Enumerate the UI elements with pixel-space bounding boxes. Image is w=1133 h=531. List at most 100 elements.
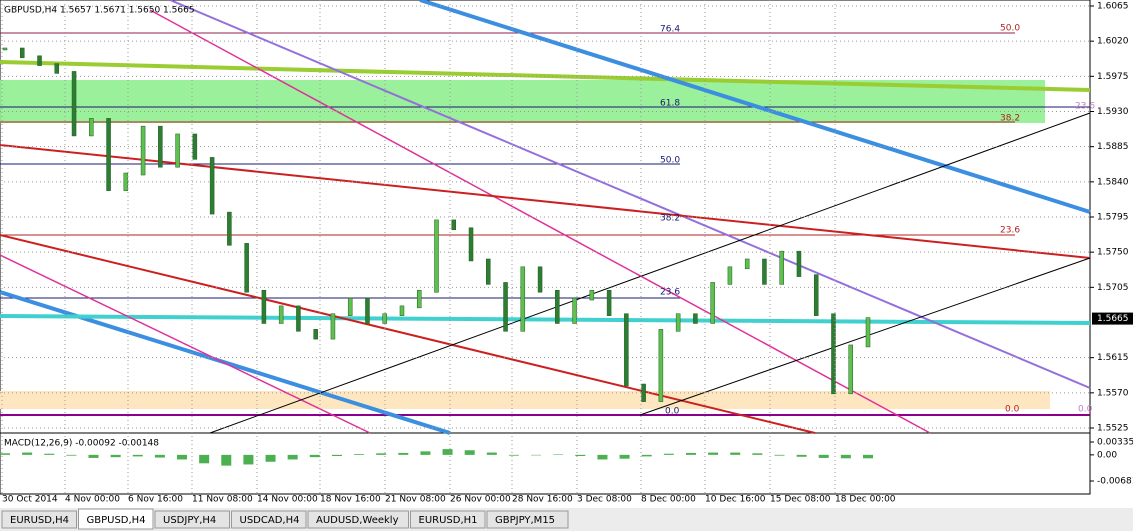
candle xyxy=(520,266,526,332)
price-label: 1.5930 xyxy=(1097,107,1129,117)
candle xyxy=(158,125,163,168)
macd-bar xyxy=(287,454,298,460)
candle xyxy=(779,250,784,285)
candle xyxy=(192,133,198,160)
candle xyxy=(658,329,664,402)
fib-label: 50.0 xyxy=(1000,24,1020,34)
candle xyxy=(624,313,629,387)
tab[interactable] xyxy=(78,508,154,530)
macd-bar xyxy=(531,454,542,456)
macd-bar xyxy=(663,453,674,455)
tab-label[interactable]: EURUSD,H4 xyxy=(10,515,69,526)
macd-bar xyxy=(132,454,143,457)
candle xyxy=(347,297,353,316)
candle xyxy=(416,289,422,309)
fib-label: 61.8 xyxy=(660,99,680,109)
tab-label[interactable]: USDJPY,H4 xyxy=(163,515,216,526)
candle xyxy=(37,55,42,66)
price-label: 1.5750 xyxy=(1097,248,1129,258)
fib-label: 23.6 xyxy=(1000,226,1020,236)
price-label: 1.5975 xyxy=(1097,72,1129,82)
macd-bar xyxy=(863,454,873,459)
time-label: 10 Dec 16:00 xyxy=(705,495,766,505)
drawings xyxy=(0,0,1091,435)
price-label: 1.5885 xyxy=(1097,142,1129,152)
macd-bar xyxy=(619,454,630,459)
macd-bar xyxy=(752,453,763,455)
price-label: 1.6065 xyxy=(1097,2,1129,12)
macd-bar xyxy=(641,454,652,457)
candle xyxy=(244,243,249,293)
tab[interactable] xyxy=(154,510,230,529)
macd-bar xyxy=(221,454,232,466)
tab-label[interactable]: EURUSD,H1 xyxy=(419,515,478,526)
macd-bar xyxy=(243,454,254,465)
time-label: 11 Nov 08:00 xyxy=(192,495,253,505)
fib-label: 0.0 xyxy=(665,407,680,417)
price-label: 1.5795 xyxy=(1097,213,1129,223)
candle xyxy=(71,71,77,137)
candle xyxy=(641,383,646,402)
tab[interactable] xyxy=(307,510,409,529)
macd-bar xyxy=(88,454,99,458)
macd-axis-label: 0.00 xyxy=(1097,450,1117,460)
time-label: 26 Nov 00:00 xyxy=(450,495,511,505)
macd-bar xyxy=(818,454,829,458)
candle xyxy=(175,133,180,168)
time-label: 18 Dec 00:00 xyxy=(835,495,896,505)
macd-bar xyxy=(486,452,497,455)
fib-label: 38.2 xyxy=(1000,114,1020,124)
macd-bar xyxy=(464,450,475,455)
macd-bar xyxy=(66,454,77,456)
tab-label[interactable]: AUDUSD,Weekly xyxy=(316,515,399,526)
candle xyxy=(140,125,146,176)
candle xyxy=(365,297,370,324)
macd-bar xyxy=(575,454,586,457)
fib-label: 23.6 xyxy=(660,288,680,298)
tab[interactable] xyxy=(410,510,486,529)
macd-bar xyxy=(708,452,719,455)
tab[interactable] xyxy=(486,510,569,529)
current-price-box xyxy=(1092,312,1133,325)
macd-bar xyxy=(199,454,210,464)
fib-label: 0.0 xyxy=(1005,405,1020,415)
tab-label[interactable]: GBPUSD,H4 xyxy=(87,515,146,526)
tab[interactable] xyxy=(231,510,307,529)
candle xyxy=(2,47,8,51)
candle xyxy=(537,266,543,293)
symbol: GBPUSD,H4 xyxy=(4,6,57,16)
tab-label[interactable]: USDCAD,H4 xyxy=(240,515,300,526)
candle xyxy=(227,211,232,246)
macd-bar xyxy=(730,452,741,455)
candle xyxy=(278,305,284,324)
tab-label[interactable]: GBPJPY,M15 xyxy=(495,515,555,526)
time-label: 4 Nov 00:00 xyxy=(65,495,120,505)
candle xyxy=(434,219,439,293)
time-label: 15 Dec 08:00 xyxy=(770,495,831,505)
macd-bar xyxy=(309,454,320,458)
macd-bar xyxy=(265,454,276,462)
macd-bar xyxy=(0,453,10,455)
candle xyxy=(330,313,336,340)
candle xyxy=(693,313,698,324)
candle xyxy=(831,313,836,395)
macd-bar xyxy=(597,454,608,460)
macd-axis-label: -0.00681 xyxy=(1097,477,1133,487)
price-label: 1.5840 xyxy=(1097,177,1129,187)
fib-label: 0.0 xyxy=(1078,405,1093,415)
macd-bar xyxy=(685,452,696,455)
candle xyxy=(503,282,508,332)
time-label: 30 Oct 2014 xyxy=(2,495,58,505)
time-label: 14 Nov 00:00 xyxy=(257,495,318,505)
tab[interactable] xyxy=(1,510,77,529)
candle xyxy=(123,172,129,191)
candle xyxy=(865,317,871,348)
macd-bar xyxy=(840,454,851,459)
macd-bar xyxy=(154,454,165,458)
candle xyxy=(762,258,767,285)
current-price: 1.5665 xyxy=(1097,314,1129,324)
macd-bar xyxy=(177,454,188,460)
candle xyxy=(296,305,301,332)
candle xyxy=(589,289,595,301)
